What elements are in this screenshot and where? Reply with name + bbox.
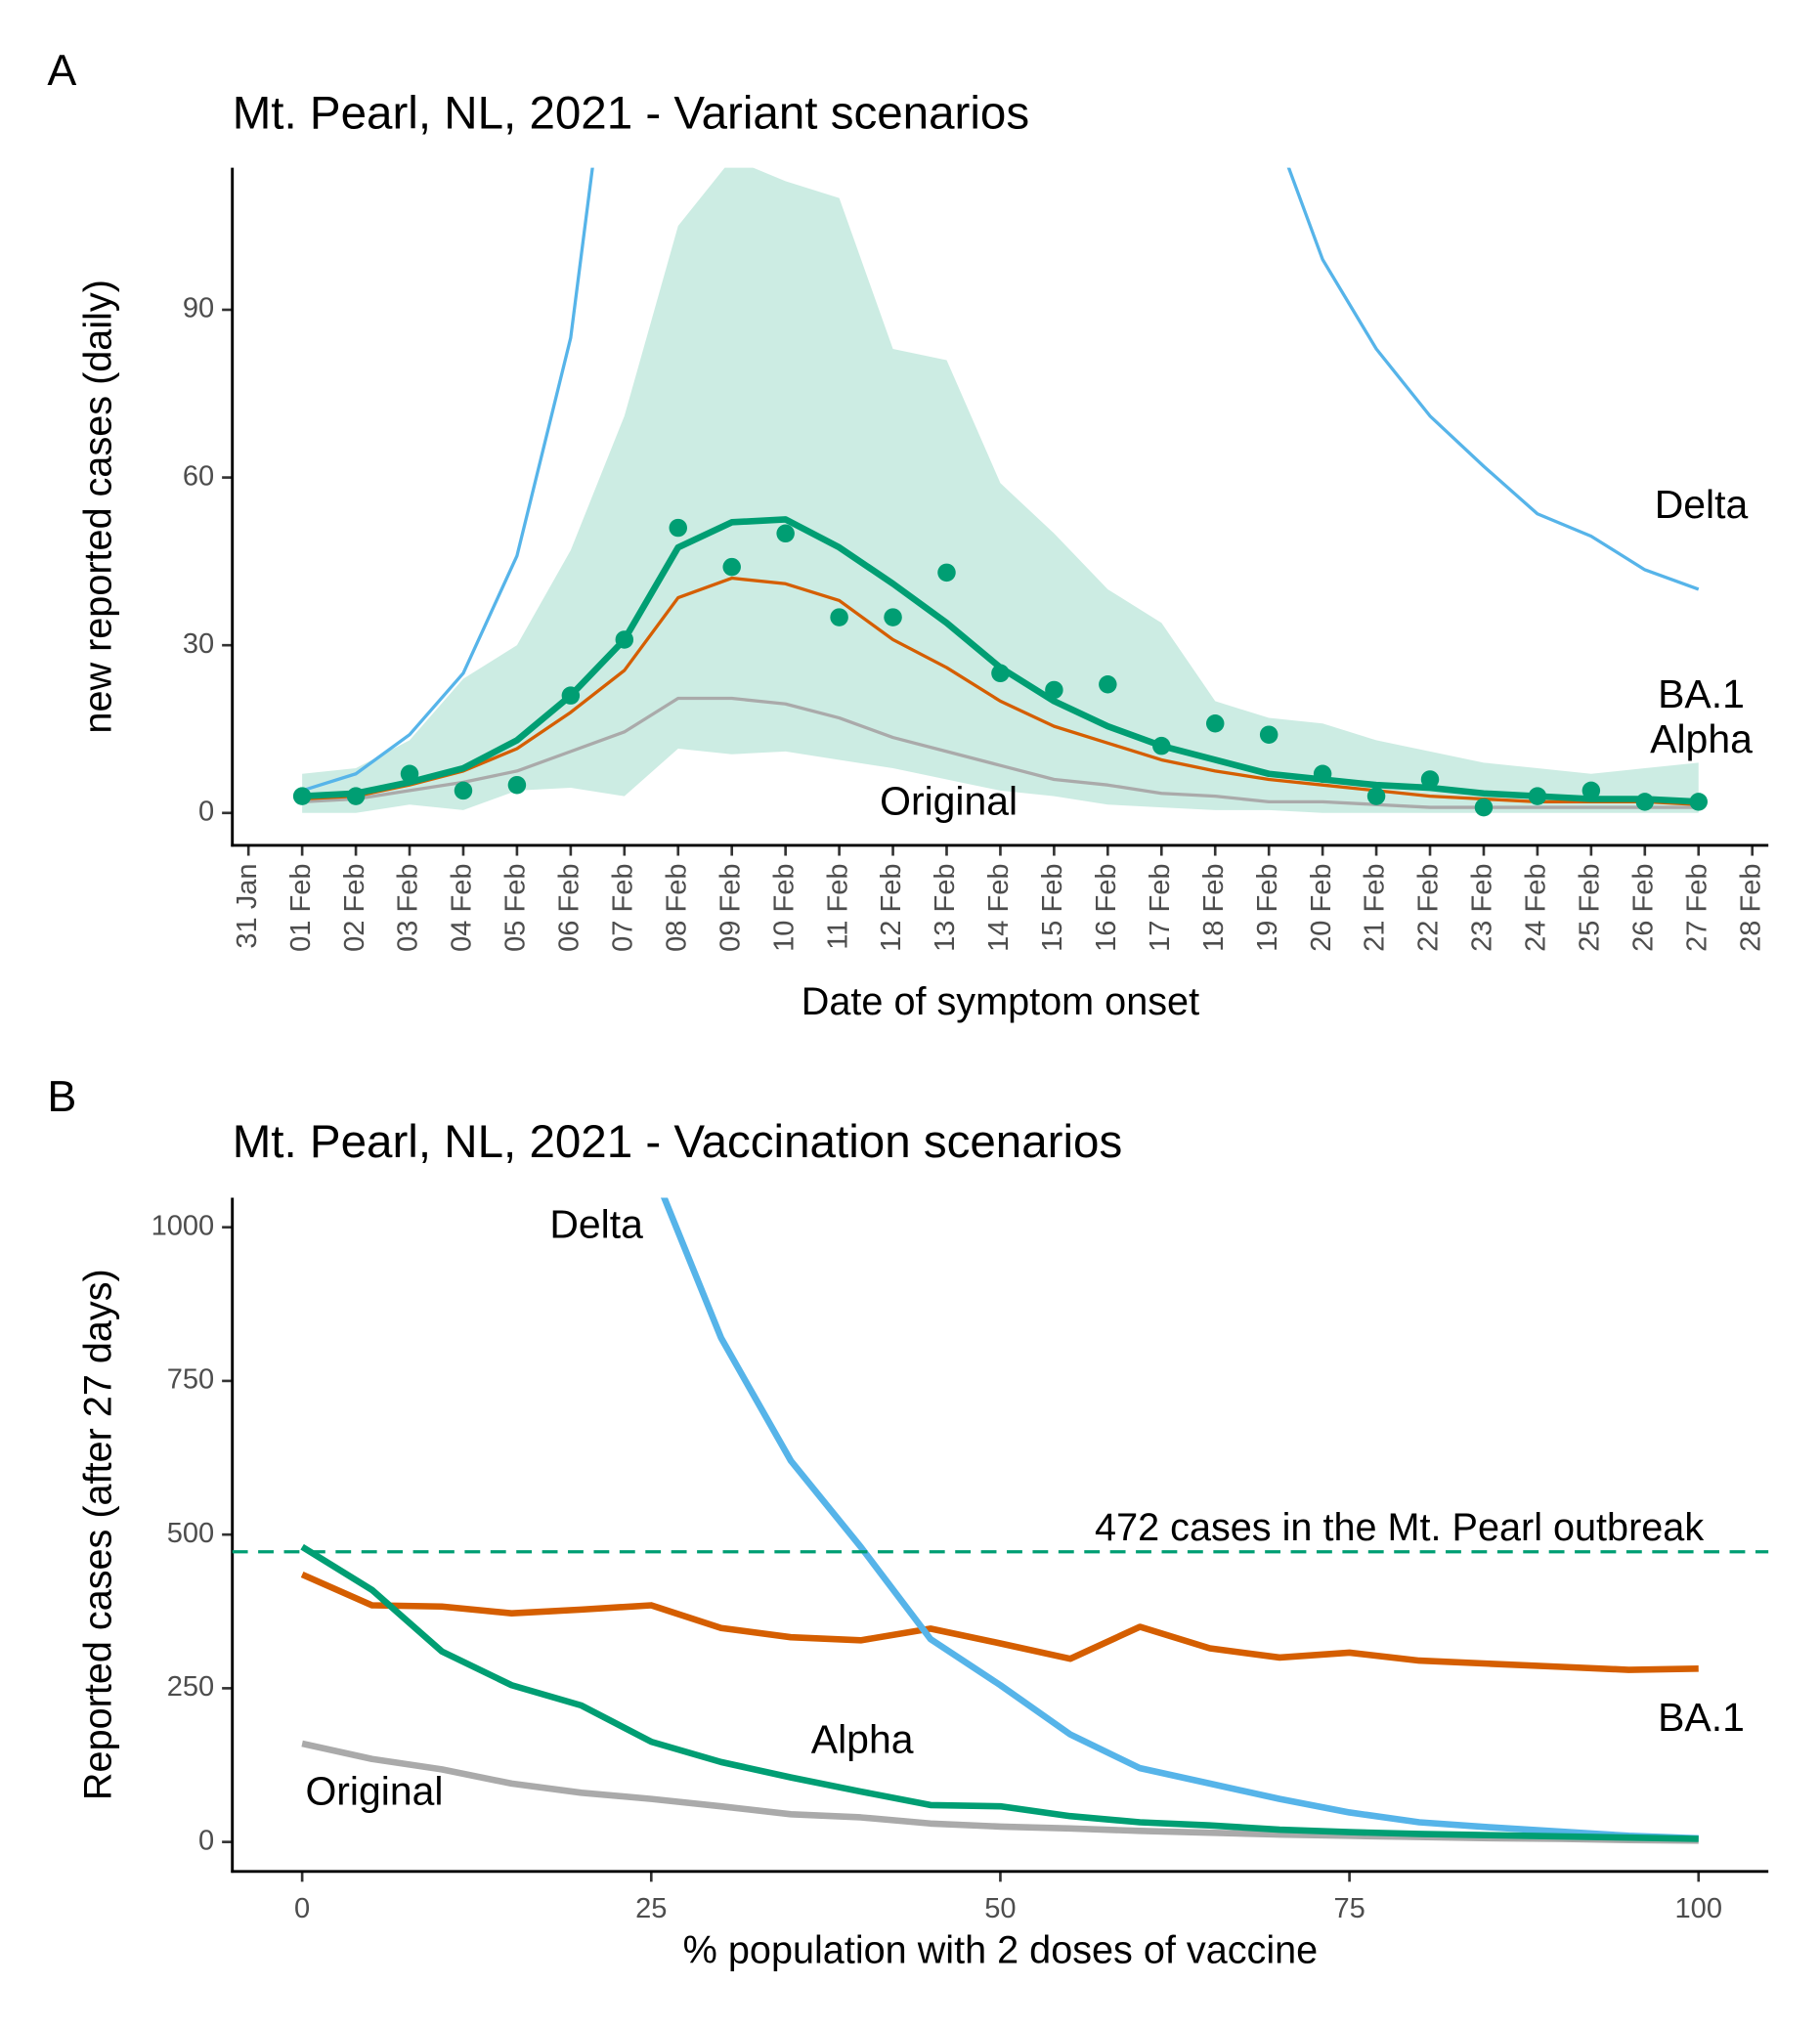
x-tick-label: 25 Feb xyxy=(1575,863,1606,951)
x-tick-label: 07 Feb xyxy=(607,863,638,951)
observed-point xyxy=(937,563,956,583)
x-tick-label: 31 Jan xyxy=(232,863,263,948)
observed-point xyxy=(346,787,366,805)
y-tick-label: 250 xyxy=(167,1671,214,1703)
figure-body: A Mt. Pearl, NL, 2021 - Variant scenarios… xyxy=(47,45,1769,1971)
observed-point xyxy=(1205,714,1225,733)
y-tick-label: 90 xyxy=(183,293,214,324)
chart-title: Mt. Pearl, NL, 2021 - Vaccination scenar… xyxy=(233,1116,1123,1168)
x-tick-label: 24 Feb xyxy=(1521,863,1552,951)
observed-point xyxy=(669,518,688,538)
panel-label: A xyxy=(47,45,76,95)
observed-point xyxy=(292,787,312,805)
plot-area xyxy=(292,167,1708,817)
x-tick-label: 0 xyxy=(294,1893,310,1924)
series-label: Original xyxy=(305,1768,443,1813)
y-axis-title: Reported cases (after 27 days) xyxy=(76,1269,119,1800)
series-label: Alpha xyxy=(811,1717,914,1762)
x-tick-label: 15 Feb xyxy=(1037,863,1068,951)
x-tick-label: 14 Feb xyxy=(983,863,1015,951)
series-line xyxy=(302,576,1699,806)
x-tick-label: 10 Feb xyxy=(768,863,800,951)
series-label: Delta xyxy=(549,1202,643,1247)
series-line xyxy=(300,1572,1699,1673)
observed-point xyxy=(884,608,902,626)
x-tick-label: 22 Feb xyxy=(1413,863,1445,951)
observed-point xyxy=(1313,764,1332,783)
observed-point xyxy=(1689,793,1708,811)
x-tick-label: 23 Feb xyxy=(1467,863,1498,951)
observed-point xyxy=(1528,787,1547,805)
x-tick-label: 28 Feb xyxy=(1735,863,1766,951)
observed-point xyxy=(1635,793,1655,811)
observed-point xyxy=(1152,736,1171,755)
panel-label: B xyxy=(47,1071,76,1121)
y-tick-label: 0 xyxy=(198,796,214,827)
x-tick-label: 18 Feb xyxy=(1198,863,1230,951)
observed-point xyxy=(991,664,1010,683)
observed-point xyxy=(830,608,848,626)
x-tick-label: 13 Feb xyxy=(930,863,961,951)
x-tick-label: 11 Feb xyxy=(822,863,853,949)
x-tick-label: 75 xyxy=(1333,1893,1365,1924)
series-line xyxy=(660,1197,1699,1842)
observed-point xyxy=(1474,798,1494,817)
plot-area xyxy=(300,1197,1699,1844)
observed-point xyxy=(400,764,419,783)
series-line xyxy=(302,696,1699,809)
x-tick-label: 06 Feb xyxy=(554,863,585,951)
chart-title: Mt. Pearl, NL, 2021 - Variant scenarios xyxy=(233,87,1029,139)
series-line xyxy=(300,1543,1699,1842)
x-tick-label: 19 Feb xyxy=(1252,863,1283,951)
x-tick-label: 08 Feb xyxy=(661,863,692,951)
observed-point xyxy=(1366,787,1386,805)
observed-point xyxy=(1099,674,1117,694)
x-tick-label: 05 Feb xyxy=(500,863,532,951)
y-tick-label: 0 xyxy=(198,1825,214,1856)
series-label: Alpha xyxy=(1650,716,1753,761)
x-axis-title: Date of symptom onset xyxy=(802,980,1199,1023)
x-tick-label: 01 Feb xyxy=(285,863,317,951)
x-tick-label: 26 Feb xyxy=(1627,863,1659,951)
x-tick-label: 16 Feb xyxy=(1091,863,1122,951)
y-tick-label: 60 xyxy=(183,460,214,492)
x-axis-title: % population with 2 doses of vaccine xyxy=(683,1928,1319,1971)
x-tick-label: 12 Feb xyxy=(876,863,907,951)
observed-point xyxy=(1582,781,1601,800)
observed-point xyxy=(561,686,581,705)
series-label: BA.1 xyxy=(1658,671,1745,716)
observed-point xyxy=(454,781,473,800)
y-tick-label: 500 xyxy=(167,1518,214,1549)
x-tick-label: 21 Feb xyxy=(1360,863,1391,951)
series-label: Delta xyxy=(1655,482,1749,527)
y-tick-label: 750 xyxy=(167,1364,214,1396)
y-tick-label: 1000 xyxy=(152,1210,215,1241)
x-tick-label: 02 Feb xyxy=(339,863,370,951)
observed-point xyxy=(776,524,795,543)
y-axis-title: new reported cases (daily) xyxy=(76,280,119,734)
observed-point xyxy=(1420,770,1440,789)
x-tick-label: 03 Feb xyxy=(393,863,424,951)
observed-point xyxy=(1045,680,1063,700)
ribbon xyxy=(302,167,1699,813)
reference-label: 472 cases in the Mt. Pearl outbreak xyxy=(1095,1506,1704,1549)
series-label: Original xyxy=(880,779,1018,824)
x-tick-label: 50 xyxy=(984,1893,1016,1924)
observed-point xyxy=(722,557,741,577)
x-tick-label: 04 Feb xyxy=(447,863,478,951)
observed-point xyxy=(507,775,527,795)
observed-point xyxy=(1259,725,1278,744)
x-tick-label: 17 Feb xyxy=(1145,863,1176,951)
x-tick-label: 25 xyxy=(635,1893,667,1924)
x-tick-label: 100 xyxy=(1675,1893,1722,1924)
series-line xyxy=(301,167,1700,793)
observed-point xyxy=(615,630,634,649)
y-tick-label: 30 xyxy=(183,628,214,660)
x-tick-label: 09 Feb xyxy=(715,863,746,951)
x-tick-label: 27 Feb xyxy=(1681,863,1712,951)
series-label: BA.1 xyxy=(1658,1695,1745,1740)
x-tick-label: 20 Feb xyxy=(1306,863,1337,951)
